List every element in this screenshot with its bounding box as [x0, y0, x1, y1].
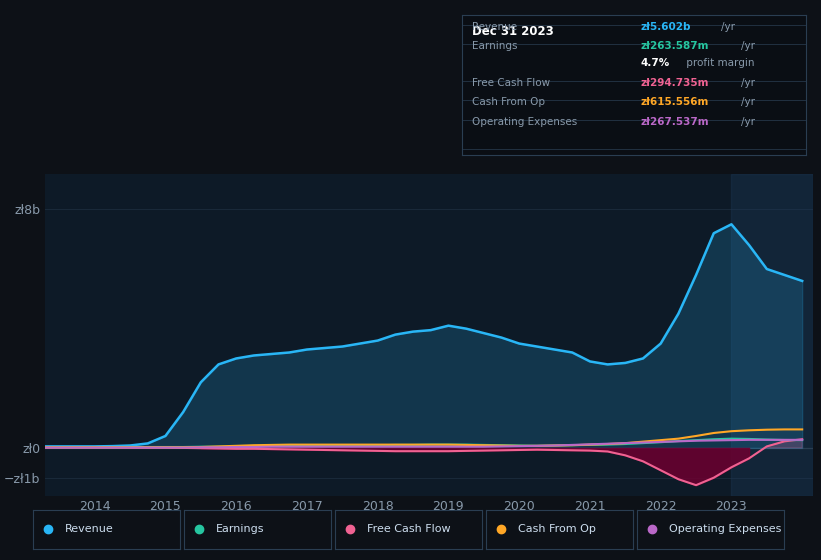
Text: /yr: /yr — [722, 22, 736, 32]
Text: Free Cash Flow: Free Cash Flow — [472, 78, 550, 88]
Text: Revenue: Revenue — [472, 22, 517, 32]
Text: Cash From Op: Cash From Op — [518, 524, 596, 534]
Text: Operating Expenses: Operating Expenses — [472, 117, 577, 127]
Text: /yr: /yr — [741, 117, 754, 127]
Text: zł263.587m: zł263.587m — [641, 41, 709, 52]
Text: Earnings: Earnings — [472, 41, 518, 52]
Text: /yr: /yr — [741, 41, 754, 52]
Text: zł615.556m: zł615.556m — [641, 97, 709, 108]
Text: /yr: /yr — [741, 97, 754, 108]
Text: zł5.602b: zł5.602b — [641, 22, 691, 32]
Text: Free Cash Flow: Free Cash Flow — [367, 524, 451, 534]
Text: zł267.537m: zł267.537m — [641, 117, 709, 127]
Bar — [732, 174, 813, 496]
Text: profit margin: profit margin — [683, 58, 754, 68]
Text: Cash From Op: Cash From Op — [472, 97, 545, 108]
Text: Earnings: Earnings — [216, 524, 264, 534]
Text: zł294.735m: zł294.735m — [641, 78, 709, 88]
Text: /yr: /yr — [741, 78, 754, 88]
Text: Operating Expenses: Operating Expenses — [669, 524, 782, 534]
Text: Dec 31 2023: Dec 31 2023 — [472, 25, 554, 38]
Text: 4.7%: 4.7% — [641, 58, 670, 68]
Text: Revenue: Revenue — [65, 524, 114, 534]
